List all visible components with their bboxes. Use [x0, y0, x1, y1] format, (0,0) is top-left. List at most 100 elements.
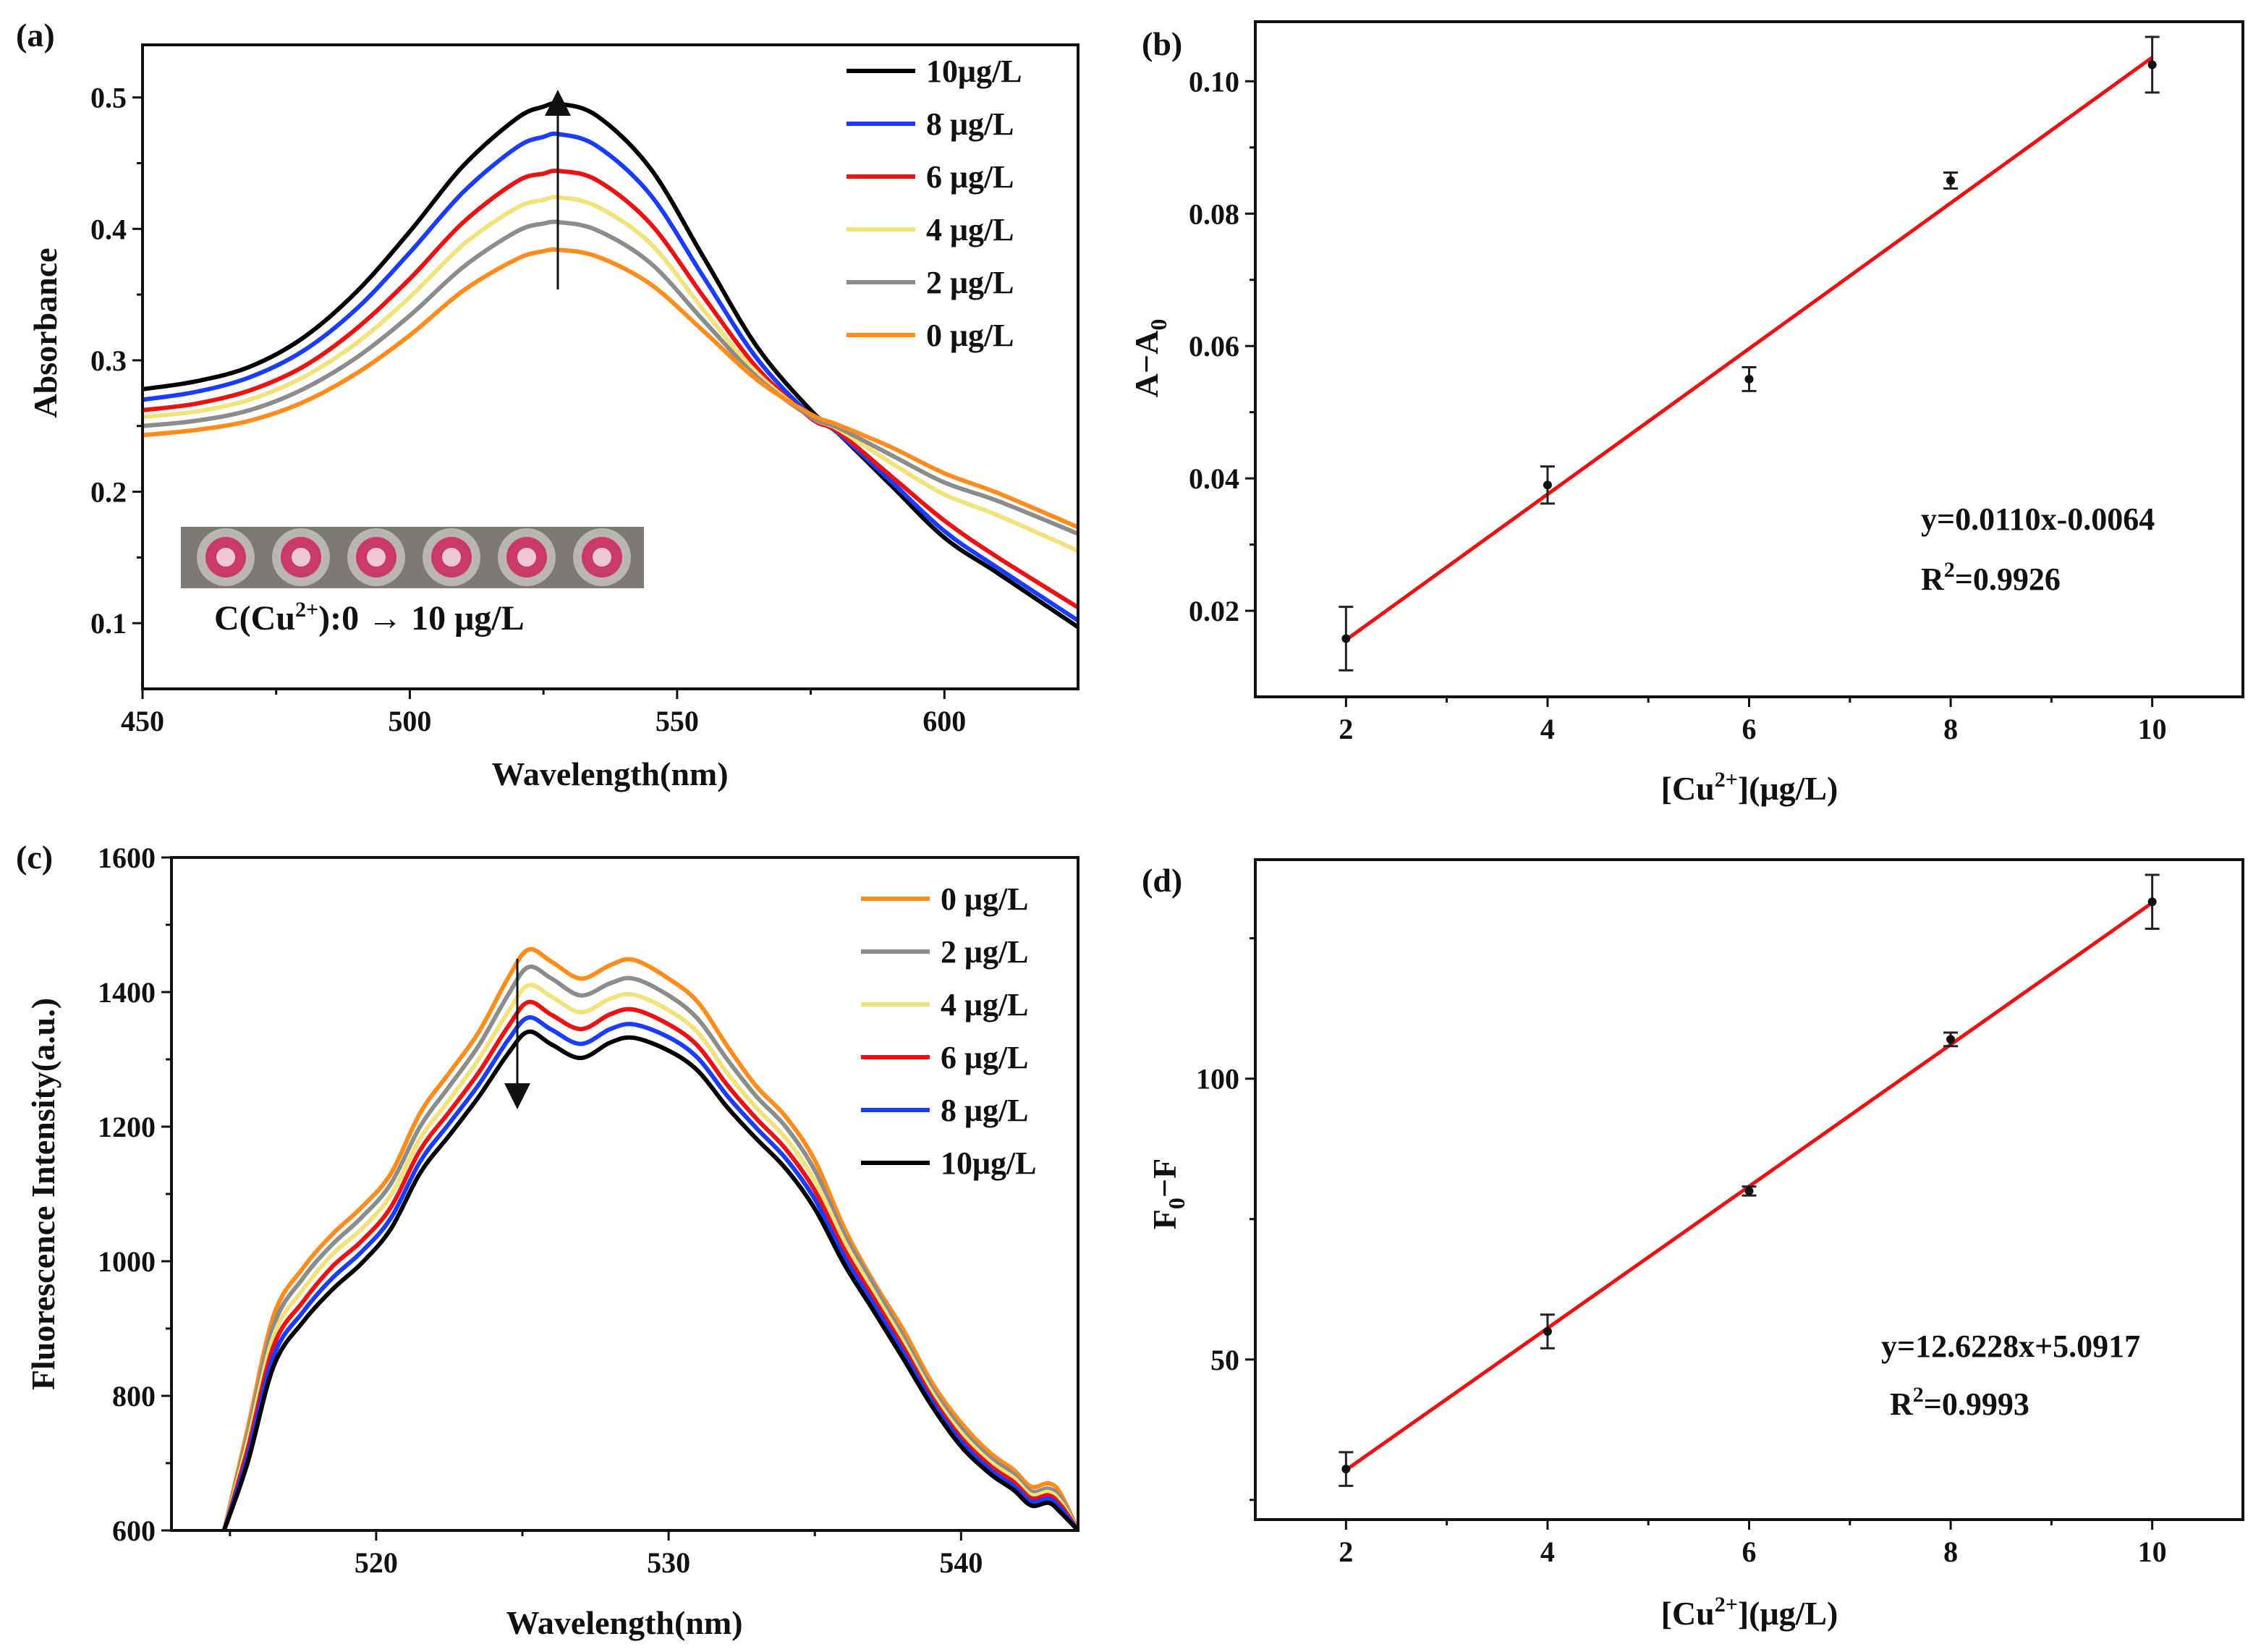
panel-b-frame: [1254, 20, 2244, 698]
panel-c-x-axis-title: Wavelength(nm): [506, 1604, 742, 1641]
panel-a-legend: 10μg/L 8 μg/L 6 μg/L 4 μg/L 2 μg/L 0 μg/L: [847, 54, 1022, 353]
panel-b-y-tick-label: 0.02: [1189, 595, 1239, 627]
panel-d-label: (d): [1142, 862, 1182, 899]
panel-c-series-line: [221, 983, 1078, 1530]
panel-b-x-tick-label: 4: [1540, 713, 1555, 745]
panel-c-series-line: [221, 964, 1078, 1530]
well-highlight: [367, 548, 386, 567]
panel-d-r2-value: 0.9993: [1942, 1386, 2029, 1422]
panel-b-x-tick-label: 2: [1339, 713, 1353, 745]
panel-b-y-axis-title: A−A0: [1128, 319, 1171, 398]
panel-b-y-tick-label: 0.06: [1189, 330, 1239, 363]
panel-c-legend-label: 2 μg/L: [941, 934, 1029, 970]
panel-c-y-tick-label: 1000: [98, 1245, 156, 1278]
panel-a-legend-label: 10μg/L: [926, 54, 1022, 89]
panel-a-y-ticks: 0.1 0.2 0.3 0.4 0.5: [90, 82, 143, 640]
panel-a-legend-label: 2 μg/L: [926, 265, 1014, 300]
panel-b-plot: [1339, 35, 2160, 672]
panel-d-data-point: [1543, 1326, 1552, 1336]
well-row: [197, 528, 631, 586]
panel-c-legend-label: 6 μg/L: [941, 1040, 1029, 1075]
panel-a-x-ticks: 450 500 550 600: [121, 689, 966, 737]
panel-b-r2-value: 0.9926: [1973, 562, 2061, 597]
panel-c-x-tick-label: 540: [939, 1546, 983, 1579]
panel-c-legend-label: 0 μg/L: [941, 881, 1029, 917]
panel-c-x-ticks: 520 530 540: [229, 1530, 983, 1579]
panel-c-y-tick-label: 1400: [98, 976, 156, 1009]
panel-b-data-point: [1341, 634, 1351, 643]
panel-a-x-tick-label: 450: [121, 705, 164, 737]
panel-b-x-axis-title: [Cu2+](μg/L): [1661, 768, 1838, 807]
panel-a-series-line: [142, 195, 1079, 554]
panel-c-series-line: [221, 999, 1078, 1530]
panel-b-label: (b): [1142, 25, 1182, 62]
panel-c-x-tick-label: 530: [647, 1546, 690, 1579]
panel-c-y-tick-label: 1200: [98, 1111, 156, 1143]
panel-a-legend-label: 6 μg/L: [926, 159, 1014, 195]
panel-b-y-tick-label: 0.08: [1189, 198, 1239, 230]
well-highlight: [216, 548, 235, 567]
panel-a-x-tick-label: 600: [922, 705, 966, 737]
panel-c-series-line: [221, 1015, 1078, 1530]
panel-a-y-tick-label: 0.5: [90, 82, 127, 114]
well-strip: [181, 527, 644, 588]
panel-a-label: (a): [16, 17, 55, 54]
well-highlight: [593, 548, 611, 567]
panel-d-data-point: [1744, 1186, 1754, 1195]
panel-a-y-tick-label: 0.1: [90, 607, 127, 640]
panel-b-x-tick-label: 8: [1943, 713, 1958, 745]
panel-a-inset-caption: C(Cu2+):0 → 10 μg/L: [214, 598, 525, 637]
panel-c-y-axis-title: Fluorescence Intensity(a.u.): [25, 998, 61, 1390]
panel-c-series-line: [221, 1029, 1078, 1530]
panel-d-x-tick-label: 8: [1943, 1535, 1958, 1568]
panel-a-frame: [141, 43, 1079, 690]
panel-d-x-tick-label: 6: [1742, 1535, 1757, 1568]
panel-d-data-point: [1946, 1035, 1956, 1044]
panel-c-y-tick-label: 1600: [98, 842, 156, 874]
panel-b-y-ticks: 0.02 0.04 0.06 0.08 0.10: [1189, 65, 1255, 627]
panel-b-x-ticks: 2 4 6 8 10: [1339, 697, 2167, 745]
panel-b-x-tick-label: 6: [1742, 713, 1757, 745]
panel-d-y-ticks: 50 100: [1196, 937, 1255, 1501]
panel-b-data-point: [1946, 176, 1956, 185]
panel-a-legend-label: 4 μg/L: [926, 212, 1014, 247]
panel-a-series-line: [142, 219, 1079, 536]
panel-d-x-ticks: 2 4 6 8 10: [1339, 1520, 2167, 1568]
panel-a-x-axis-title: Wavelength(nm): [491, 755, 728, 792]
panel-d-data-point: [1341, 1465, 1351, 1474]
panel-c-plot: [221, 946, 1078, 1530]
panel-d: (d) 2 4 6 8 10 50 100 [Cu2+](μg/L) F0−F y=12.…: [1142, 858, 2244, 1632]
panel-b: (b) 2 4 6 8 10 0.02 0.04 0.06 0.08 0.10 [Cu2+](μ…: [1128, 20, 2244, 807]
panel-c-y-tick-label: 600: [112, 1515, 156, 1547]
panel-d-x-tick-label: 10: [2138, 1535, 2167, 1568]
panel-c-legend: 0 μg/L 2 μg/L 4 μg/L 6 μg/L 8 μg/L 10μg/L: [861, 881, 1037, 1181]
well-highlight: [292, 548, 310, 567]
panel-b-equation: y=0.0110x-0.0064: [1921, 501, 2155, 537]
panel-a-y-tick-label: 0.3: [90, 344, 127, 377]
panel-d-r-squared: R2=0.9993: [1890, 1383, 2029, 1422]
panel-d-y-tick-label: 100: [1196, 1063, 1239, 1096]
panel-a-y-axis-title: Absorbance: [27, 247, 64, 418]
well-highlight: [442, 548, 461, 567]
panel-a-x-tick-label: 550: [656, 705, 699, 737]
panel-b-y-tick-label: 0.10: [1189, 65, 1239, 98]
panel-b-r-squared: R2=0.9926: [1921, 558, 2061, 597]
panel-a-legend-label: 8 μg/L: [926, 106, 1014, 142]
panel-c-legend-label: 8 μg/L: [941, 1093, 1029, 1128]
panel-b-data-point: [2147, 60, 2157, 69]
panel-a-x-tick-label: 500: [388, 705, 431, 737]
panel-a-series-line: [142, 101, 1079, 630]
panel-d-x-axis-title: [Cu2+](μg/L): [1661, 1593, 1838, 1632]
panel-b-fit-line: [1344, 56, 2154, 642]
panel-c-label: (c): [16, 839, 53, 876]
panel-a-series-line: [142, 168, 1079, 609]
panel-d-plot: [1339, 873, 2160, 1487]
panel-c-series-line: [221, 946, 1078, 1530]
panel-c-x-tick-label: 520: [355, 1546, 398, 1579]
panel-b-data-point: [1744, 374, 1754, 384]
panel-d-y-tick-label: 50: [1210, 1344, 1239, 1376]
panel-d-data-point: [2147, 897, 2157, 907]
panel-c: (c) 520 530 540 600 800 1000 1200 1400 1600 Wav…: [16, 839, 1079, 1641]
panel-a-series-line: [142, 247, 1079, 530]
